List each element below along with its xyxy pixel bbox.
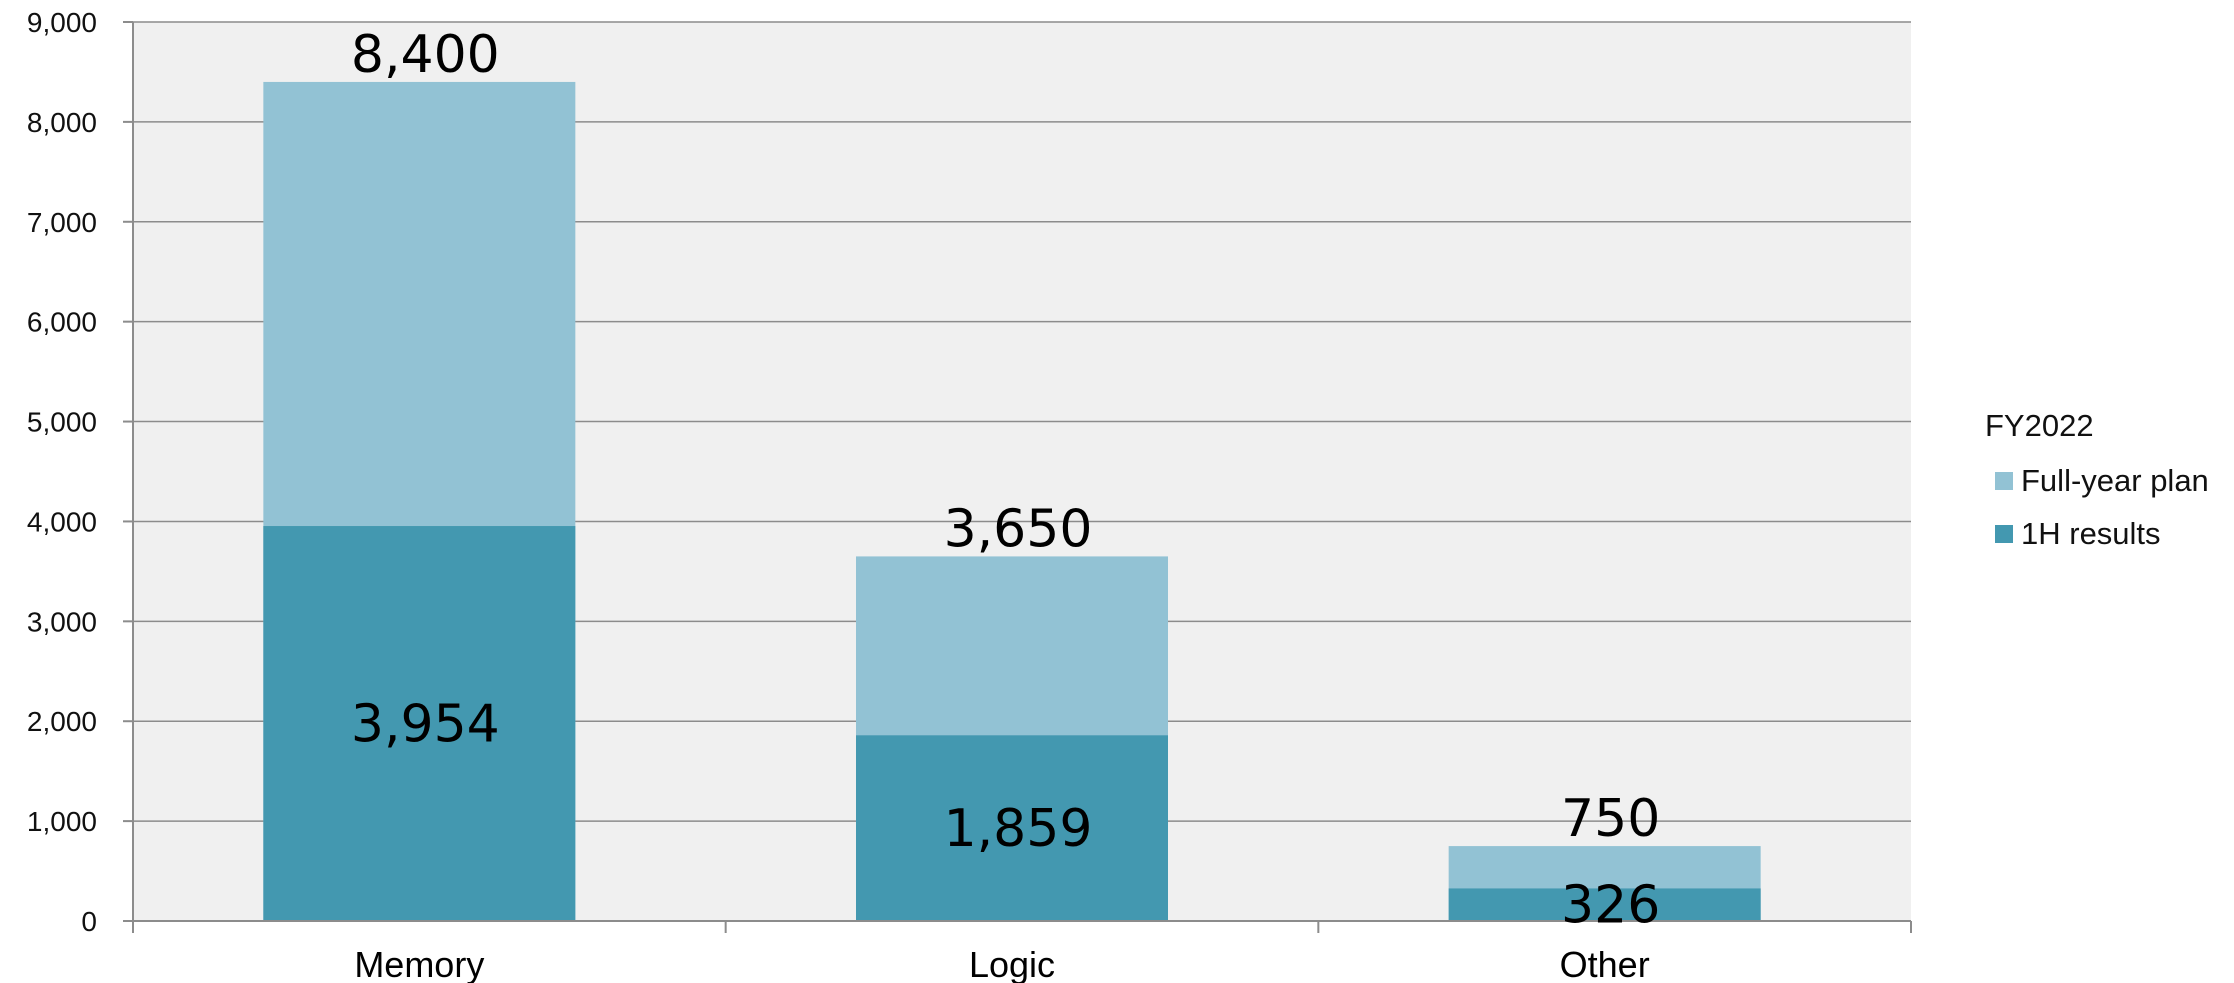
category-label: Logic: [969, 944, 1055, 983]
bar-1h-results-logic: [856, 735, 1168, 921]
y-tick-label: 0: [81, 906, 97, 937]
legend-title: FY2022: [1985, 408, 2094, 443]
y-tick-label: 8,000: [27, 107, 97, 138]
data-label-results: 326: [1561, 876, 1660, 936]
data-label-plan: 750: [1561, 789, 1660, 849]
category-label: Other: [1560, 944, 1650, 983]
legend-label: Full-year plan: [2021, 463, 2209, 498]
y-tick-label: 9,000: [27, 7, 97, 38]
data-label-plan: 8,400: [351, 25, 500, 85]
y-tick-label: 7,000: [27, 207, 97, 238]
y-tick-label: 1,000: [27, 806, 97, 837]
data-label-results: 1,859: [944, 799, 1093, 859]
bar-1h-results-other: [1448, 888, 1761, 921]
y-tick-label: 6,000: [27, 307, 97, 338]
data-label-plan: 3,650: [944, 499, 1093, 559]
legend-swatch: [1995, 525, 2013, 543]
category-label: Memory: [354, 944, 484, 983]
data-label-results: 3,954: [351, 695, 500, 755]
legend-swatch: [1995, 472, 2013, 490]
y-tick-label: 2,000: [27, 706, 97, 737]
bar-1h-results-memory: [263, 526, 576, 921]
y-tick-label: 4,000: [27, 506, 97, 537]
y-tick-label: 3,000: [27, 606, 97, 637]
legend-label: 1H results: [2021, 516, 2161, 551]
y-tick-label: 5,000: [27, 407, 97, 438]
